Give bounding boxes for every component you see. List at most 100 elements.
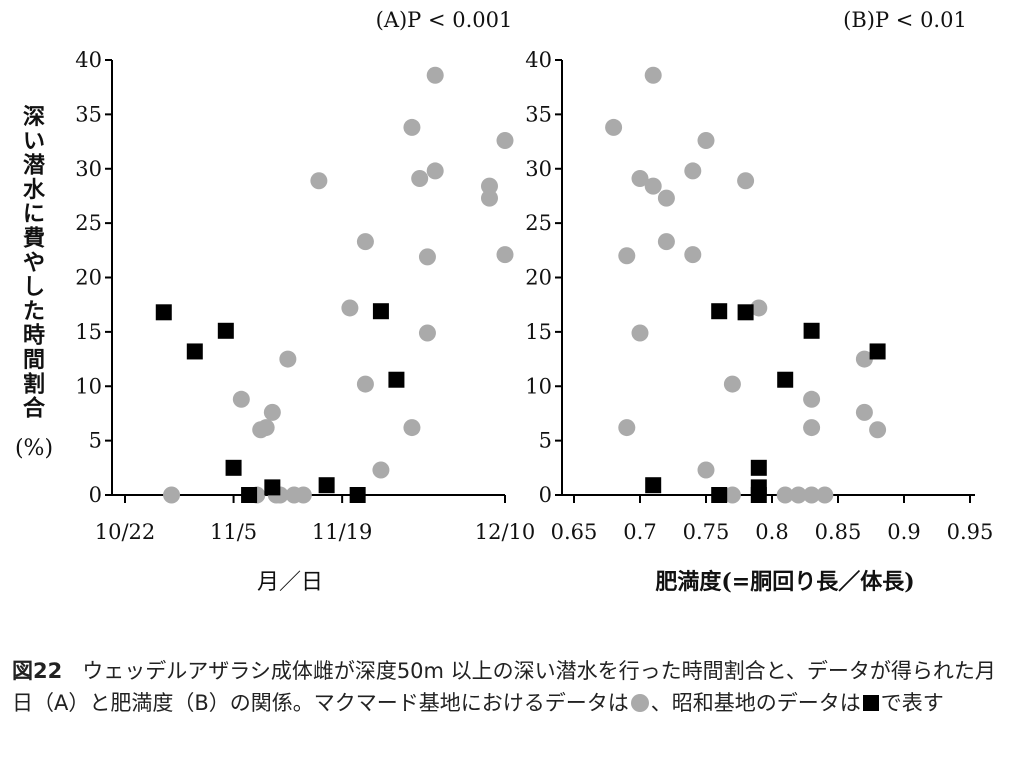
mawson-data-point: [411, 170, 429, 188]
panelb-x-tick-label: 0.9: [887, 520, 920, 544]
showa-data-point: [155, 304, 172, 321]
mawson-data-point: [426, 66, 444, 84]
caption-text-1: ウェッデルアザラシ成体雌が深度50m 以上の深い潜水を行った時間割合と、データが…: [12, 659, 996, 715]
panelb-y-tick-label: 0: [539, 483, 552, 507]
gray-circle-legend-icon: [630, 694, 649, 712]
mawson-data-point: [496, 131, 514, 149]
mawson-data-point: [684, 246, 702, 264]
panel-b-x-label: 肥満度(=胴回り長／体長): [655, 569, 914, 595]
y-label-char: い: [23, 128, 45, 154]
panel-a-x-label: 月／日: [257, 570, 323, 595]
mawson-data-point: [618, 247, 636, 265]
panela-y-tick-label: 15: [75, 320, 102, 344]
caption-text-2: 、昭和基地のデータは: [650, 691, 861, 715]
panelb-y-tick-label: 35: [525, 102, 552, 126]
mawson-data-point: [657, 189, 675, 207]
caption-label: 図22: [12, 659, 63, 683]
mawson-data-point: [480, 177, 498, 195]
mawson-data-point: [310, 172, 328, 190]
mawson-data-point: [496, 246, 514, 264]
panela-y-tick-label: 5: [89, 429, 102, 453]
mawson-data-point: [644, 177, 662, 195]
mawson-data-point: [750, 299, 768, 317]
panelb-y-tick-label: 40: [525, 48, 552, 72]
mawson-data-point: [418, 248, 436, 266]
mawson-data-point: [279, 350, 297, 368]
panelb-x-tick-label: 0.65: [551, 520, 598, 544]
y-label-char: に: [23, 201, 45, 227]
panela-y-tick-label: 30: [75, 157, 102, 181]
panela-x-tick-label: 11/19: [312, 520, 373, 544]
mawson-data-point: [723, 375, 741, 393]
panel-a-title: (A)P < 0.001: [376, 8, 513, 32]
mawson-data-point: [480, 189, 498, 207]
mawson-data-point: [803, 419, 821, 437]
mawson-data-point: [803, 486, 821, 504]
mawson-data-point: [403, 118, 421, 136]
mawson-data-point: [232, 390, 250, 408]
mawson-data-point: [723, 486, 741, 504]
panelb-x-tick-label: 0.75: [683, 520, 730, 544]
mawson-data-point: [697, 461, 715, 479]
showa-data-point: [318, 477, 335, 494]
mawson-data-point: [403, 419, 421, 437]
showa-data-point: [225, 459, 242, 476]
panelb-y-tick-label: 10: [525, 374, 552, 398]
mawson-data-point: [657, 233, 675, 251]
mawson-data-point: [356, 233, 374, 251]
mawson-data-point: [257, 419, 275, 437]
mawson-data-point: [356, 375, 374, 393]
showa-data-point: [711, 487, 728, 503]
panela-y-tick-label: 35: [75, 102, 102, 126]
y-label-char: や: [23, 250, 45, 276]
mawson-data-point: [631, 324, 649, 342]
mawson-data-point: [294, 486, 312, 504]
y-label-char: 潜: [23, 153, 46, 179]
mawson-data-point: [426, 162, 444, 180]
showa-data-point: [645, 477, 662, 494]
figure-caption: 図22 ウェッデルアザラシ成体雌が深度50m 以上の深い潜水を行った時間割合と、デ…: [12, 655, 1012, 719]
panelb-x-tick-label: 0.8: [755, 520, 788, 544]
panel-a-y-ticks: 0 5 10 15 20 25 30 35 40: [75, 48, 112, 507]
panelb-y-tick-label: 5: [539, 429, 552, 453]
mawson-data-point: [684, 162, 702, 180]
showa-data-point: [803, 322, 820, 339]
black-square-legend-icon: [862, 695, 879, 711]
showa-data-point: [750, 459, 767, 476]
showa-data-point: [388, 371, 405, 388]
mawson-data-point: [263, 403, 281, 421]
mawson-data-point: [163, 486, 181, 504]
showa-data-point: [217, 322, 234, 339]
mawson-data-point: [803, 390, 821, 408]
caption-text-3: で表す: [880, 691, 944, 715]
mawson-data-point: [697, 131, 715, 149]
y-label-char: 水: [23, 177, 46, 203]
y-label-char: 合: [23, 396, 46, 422]
panelb-y-tick-label: 15: [525, 320, 552, 344]
panelb-y-tick-label: 20: [525, 266, 552, 290]
showa-data-point: [186, 343, 203, 360]
showa-data-point: [711, 303, 728, 320]
y-label-char: 間: [23, 347, 45, 373]
mawson-data-point: [855, 350, 873, 368]
panelb-x-tick-label: 0.95: [947, 520, 994, 544]
y-label-char: 費: [23, 226, 45, 252]
panel-b: (B)P < 0.01 0 5 10 15 20 25 30 35 40 0.65 0.7 0.75…: [525, 8, 993, 595]
showa-data-point: [869, 343, 886, 360]
showa-data-point: [737, 304, 754, 321]
mawson-data-point: [869, 421, 887, 439]
panela-y-tick-label: 40: [75, 48, 102, 72]
panel-a-y-label-unit: (%): [15, 436, 53, 461]
mawson-data-point: [855, 403, 873, 421]
panela-y-tick-label: 20: [75, 266, 102, 290]
mawson-data-point: [789, 486, 807, 504]
y-label-char: 割: [23, 371, 45, 397]
panel-a-points: [155, 66, 514, 504]
mawson-data-point: [605, 118, 623, 136]
y-label-char: た: [23, 298, 45, 324]
panel-b-points: [605, 66, 887, 504]
mawson-data-point: [418, 324, 436, 342]
mawson-data-point: [618, 419, 636, 437]
